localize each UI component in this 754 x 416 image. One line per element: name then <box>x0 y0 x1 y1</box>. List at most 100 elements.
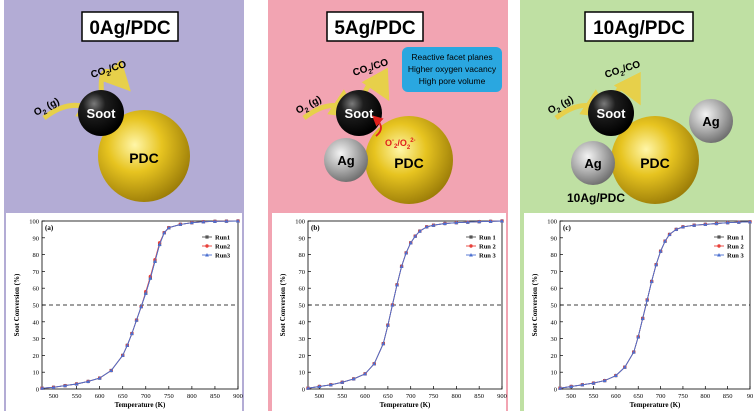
chart-a: 0 10 20 30 40 50 60 70 80 90 100 500 550 600 650 700 750… <box>6 213 243 411</box>
data-point <box>431 223 436 227</box>
pdc-sphere <box>365 116 453 204</box>
y-tick-label: 80 <box>299 252 306 259</box>
panel-title: 0Ag/PDC <box>89 18 171 39</box>
panel-5ag: 5Ag/PDC Reactive facet planes Higher oxy… <box>268 0 508 411</box>
data-point <box>317 384 322 388</box>
y-tick-label: 20 <box>551 353 558 360</box>
ag-sphere-left <box>571 141 615 185</box>
data-point <box>236 219 240 223</box>
data-point <box>667 232 672 236</box>
x-tick-label: 850 <box>723 393 733 400</box>
legend-marker <box>205 235 209 239</box>
data-point <box>390 303 395 307</box>
data-point <box>399 264 404 268</box>
x-tick-label: 700 <box>656 393 666 400</box>
panel-letter: (a) <box>45 224 54 232</box>
x-tick-label: 650 <box>118 393 128 400</box>
y-tick-label: 100 <box>29 219 39 226</box>
legend-marker <box>205 244 209 248</box>
data-point <box>178 222 183 226</box>
chart-b: 0 10 20 30 40 50 60 70 80 90 100 500 550 600 650 700 750… <box>272 213 507 411</box>
panel-title: 5Ag/PDC <box>334 18 416 39</box>
data-point <box>602 378 607 383</box>
panel-letter: (b) <box>311 224 320 232</box>
y-axis-label: Soot Conversion (%) <box>279 273 287 336</box>
y-tick-label: 100 <box>295 219 305 226</box>
y-tick-label: 90 <box>551 235 558 242</box>
panel-title-box <box>326 11 424 42</box>
legend-label: Run 2 <box>727 244 744 251</box>
panel-letter: (c) <box>563 224 571 232</box>
oxygen-species-label: O-2/O22- <box>385 138 416 151</box>
data-point <box>681 224 685 229</box>
data-point <box>363 371 367 376</box>
soot-sphere <box>336 90 382 136</box>
callout-line-2: Higher oxygen vacancy <box>408 64 497 74</box>
data-point <box>189 220 194 225</box>
chart-c: 0 10 20 30 40 50 60 70 80 90 100 500 550 600 650 700 750… <box>524 213 754 411</box>
legend-label: Run 3 <box>727 253 745 260</box>
data-point <box>477 219 482 224</box>
y-tick-label: 20 <box>299 353 306 360</box>
ag-label-left: Ag <box>584 156 601 171</box>
y-tick-label: 20 <box>33 353 40 360</box>
legend-marker <box>717 253 721 257</box>
oxygen-arrow <box>371 115 384 137</box>
callout-line-3: High pore volume <box>419 76 486 86</box>
data-point <box>654 262 659 267</box>
data-point <box>201 219 206 224</box>
data-point <box>148 276 153 280</box>
pdc-sphere <box>611 116 699 204</box>
x-tick-label: 900 <box>497 393 507 400</box>
legend-marker <box>205 253 209 257</box>
y-tick-label: 10 <box>33 370 40 377</box>
data-point <box>224 219 229 223</box>
data-point <box>381 341 386 346</box>
data-point <box>558 386 562 390</box>
data-point <box>736 220 741 224</box>
data-point <box>51 385 56 389</box>
co2-arrow <box>98 59 131 92</box>
x-axis-label: Temperature (K) <box>630 401 681 409</box>
data-point <box>658 249 663 253</box>
data-point <box>714 221 719 226</box>
data-point <box>166 225 171 230</box>
series-line <box>41 220 239 389</box>
co2-label: CO2/CO <box>352 57 391 81</box>
pdc-label: PDC <box>640 155 670 171</box>
y-tick-label: 40 <box>551 319 558 326</box>
x-tick-label: 600 <box>611 393 621 400</box>
data-point <box>413 234 418 238</box>
y-tick-label: 100 <box>547 219 557 226</box>
data-point <box>125 343 130 347</box>
data-point <box>404 250 409 255</box>
legend-marker <box>469 235 473 239</box>
y-tick-label: 70 <box>299 269 306 276</box>
data-point <box>385 323 390 327</box>
x-tick-label: 850 <box>474 393 484 400</box>
data-point <box>372 361 377 366</box>
soot-label: Soot <box>345 106 375 121</box>
callout-line-1: Reactive facet planes <box>411 52 492 62</box>
data-point <box>306 386 310 390</box>
data-point <box>109 368 114 373</box>
legend-marker <box>469 244 473 248</box>
y-tick-label: 60 <box>33 286 40 293</box>
chart-background <box>524 213 754 411</box>
y-tick-label: 70 <box>33 269 40 276</box>
x-tick-label: 750 <box>429 393 439 400</box>
panel-0ag: 0Ag/PDC Soot PDC O2 (g) CO2/CO 010203040… <box>4 0 244 411</box>
data-point <box>139 304 144 309</box>
legend-label: Run3 <box>215 253 231 260</box>
legend-label: Run2 <box>215 244 230 251</box>
data-point <box>157 242 162 247</box>
data-point <box>663 239 667 243</box>
data-point <box>143 291 148 295</box>
data-point <box>153 259 157 263</box>
data-point <box>692 223 697 227</box>
data-point <box>134 318 139 322</box>
caption-label: 10Ag/PDC <box>567 191 625 205</box>
y-tick-label: 50 <box>33 303 40 310</box>
data-point <box>748 219 752 224</box>
data-point <box>120 353 125 357</box>
